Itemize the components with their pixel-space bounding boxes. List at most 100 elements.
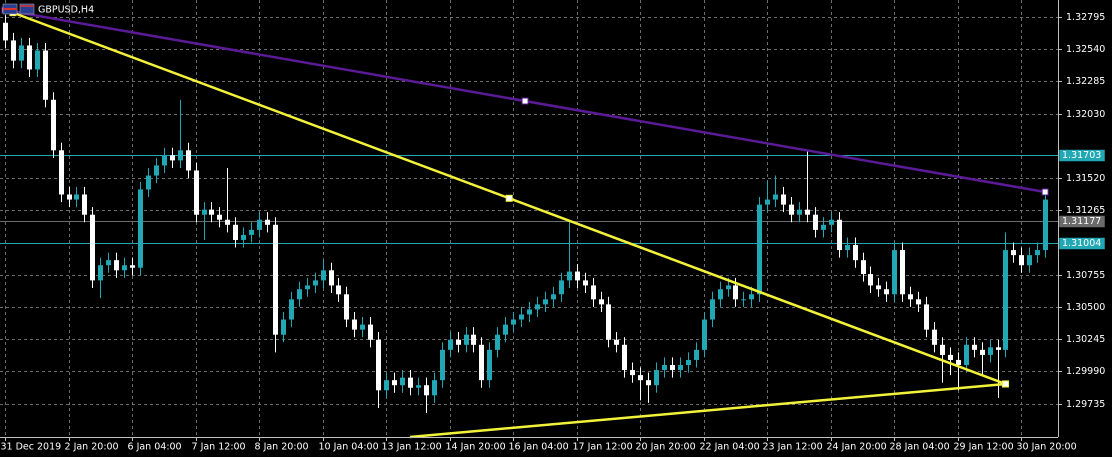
x-tick-label: 10 Jan 04:00 [319, 442, 379, 453]
candle-body [432, 380, 437, 396]
y-tick-label: 1.32540 [1066, 44, 1105, 55]
candle-body [567, 271, 572, 281]
candle-body [416, 385, 421, 388]
candle-body [360, 324, 365, 330]
candle-body [765, 199, 770, 205]
candle-body [376, 339, 381, 391]
candle-body [845, 245, 850, 251]
candle-body [43, 50, 48, 100]
price-label: 1.31703 [1062, 150, 1101, 161]
x-tick-label: 7 Jan 12:00 [192, 442, 246, 453]
x-tick-label: 16 Jan 04:00 [509, 442, 569, 453]
y-tick-label: 1.29735 [1066, 399, 1105, 410]
candle-body [321, 270, 326, 281]
trend-handle [505, 194, 513, 202]
candle-body [440, 349, 445, 381]
candle-body [186, 150, 191, 171]
candle-body [940, 344, 945, 355]
candle-body [654, 370, 659, 386]
candle-body [527, 309, 532, 315]
candle-body [265, 219, 270, 225]
candle-body [932, 329, 937, 345]
candle-body [773, 194, 778, 200]
candle-body [876, 285, 881, 290]
candle-body [82, 194, 87, 215]
marks-layer [3, 15, 1048, 414]
candle-body [464, 334, 469, 345]
candle-body [805, 209, 810, 215]
candle-body [225, 219, 230, 225]
candle-body [90, 214, 95, 281]
chart-title: GBPUSD,H4 [38, 5, 94, 16]
candle-body [892, 250, 897, 295]
candle-body [797, 209, 802, 215]
candle-body [273, 224, 278, 335]
candle-body [543, 299, 548, 305]
y-tick-label: 1.32030 [1066, 109, 1105, 120]
candle-body [559, 280, 564, 295]
candle-body [583, 280, 588, 286]
candle-body [972, 344, 977, 350]
x-tick-label: 22 Jan 04:00 [700, 442, 760, 453]
y-tick-label: 1.32795 [1066, 12, 1105, 23]
candle-body [408, 377, 413, 388]
candle-body [329, 270, 334, 286]
x-tick-label: 13 Jan 12:00 [382, 442, 442, 453]
candle-body [130, 265, 135, 268]
candle-body [170, 155, 175, 161]
x-tick-label: 8 Jan 20:00 [255, 442, 309, 453]
candle-body [718, 289, 723, 300]
candle-body [964, 344, 969, 366]
candle-body [678, 365, 683, 371]
candle-body [154, 165, 159, 176]
candle-body [471, 334, 476, 345]
x-tick-label: 24 Jan 20:00 [827, 442, 887, 453]
x-tick-label: 29 Jan 12:00 [954, 442, 1014, 453]
candle-body [900, 250, 905, 295]
x-tick-label: 31 Dec 2019 [1, 442, 62, 453]
candle-body [829, 219, 834, 225]
candle-body [710, 299, 715, 320]
candle-body [988, 347, 993, 355]
x-tick-label: 14 Jan 20:00 [446, 442, 506, 453]
trend-handle [521, 97, 529, 105]
candle-body [551, 294, 556, 300]
candle-body [821, 224, 826, 230]
candle-body [479, 344, 484, 381]
candle-body [456, 339, 461, 345]
candle-body [670, 365, 675, 371]
candle-body [1043, 199, 1048, 251]
candle-body [686, 359, 691, 366]
candle-body [789, 204, 794, 215]
candle-body [511, 319, 516, 325]
candle-body [249, 229, 254, 235]
candle-body [1027, 255, 1032, 266]
candle-body [487, 349, 492, 381]
candle-body [297, 289, 302, 300]
candle-body [956, 359, 961, 366]
candle-body [622, 344, 627, 371]
candle-body [503, 324, 508, 335]
symbol-header: GBPUSD,H4 [2, 3, 94, 16]
candle-body [853, 245, 858, 261]
candle-body [138, 189, 143, 268]
candle-body [733, 285, 738, 300]
candle-body [519, 314, 524, 320]
candle-body [35, 50, 40, 70]
x-tick-label: 28 Jan 04:00 [890, 442, 950, 453]
candle-body [726, 285, 731, 290]
candle-body [614, 339, 619, 345]
candle-body [19, 45, 24, 61]
candle-body [146, 175, 151, 190]
y-tick-label: 1.31265 [1066, 205, 1105, 216]
trend-handle [1001, 380, 1009, 388]
candle-body [281, 319, 286, 335]
overlay-layer: 1.32795 1.32540 1.32285 1.32030 1.31520 1.312… [1, 6, 1105, 453]
candle-body [638, 375, 643, 381]
candle-body [662, 365, 667, 371]
candle-body [591, 285, 596, 300]
candle-body [837, 219, 842, 251]
candle-body [1003, 250, 1008, 350]
